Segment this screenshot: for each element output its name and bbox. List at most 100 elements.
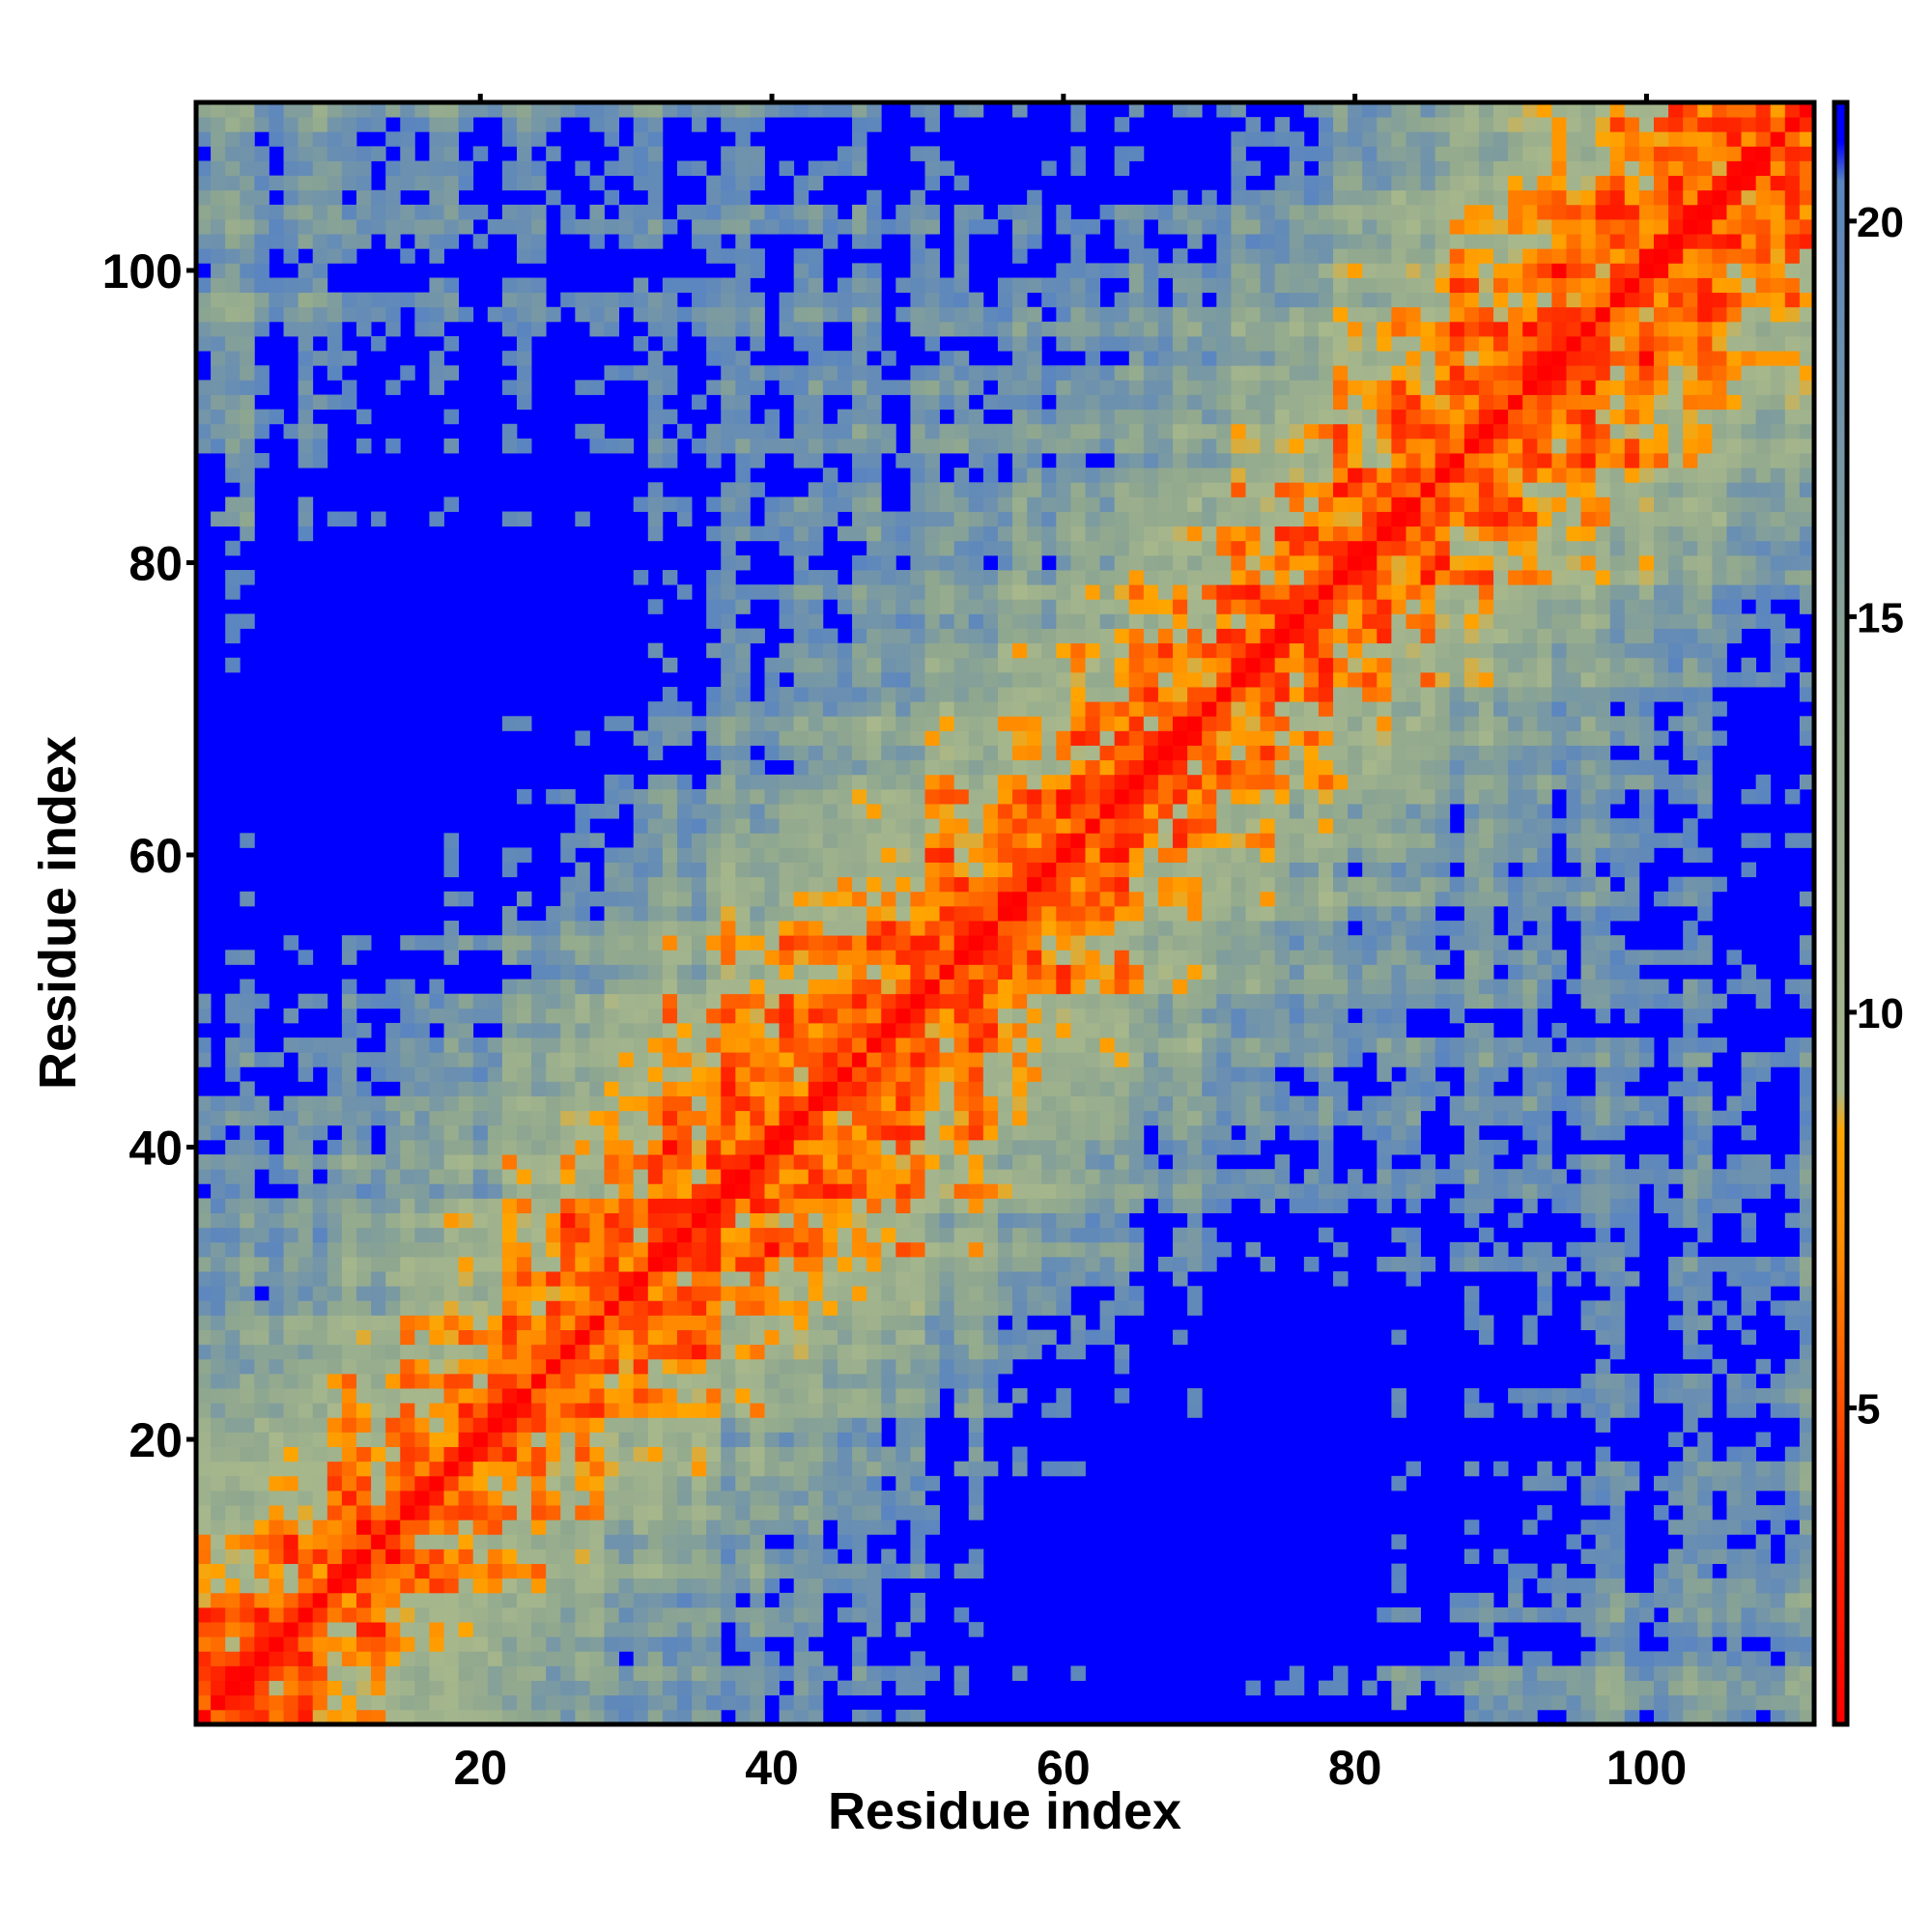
heatmap-cell	[1099, 570, 1116, 585]
heatmap-cell	[647, 234, 664, 249]
heatmap-cell	[312, 453, 328, 469]
heatmap-cell	[633, 891, 649, 907]
heatmap-cell	[808, 102, 824, 118]
heatmap-cell	[254, 321, 270, 337]
heatmap-cell	[924, 263, 940, 278]
heatmap-cell	[953, 1256, 970, 1272]
heatmap-cell	[400, 1709, 415, 1725]
heatmap-cell	[618, 964, 635, 980]
heatmap-cell	[662, 891, 678, 907]
heatmap-cell	[764, 1680, 780, 1696]
heatmap-cell	[808, 716, 824, 731]
heatmap-cell	[924, 1388, 940, 1404]
heatmap-cell	[1114, 468, 1130, 483]
heatmap-cell	[808, 730, 824, 746]
heatmap-cell	[1041, 687, 1057, 702]
heatmap-cell	[852, 1417, 867, 1433]
heatmap-cell	[458, 1052, 474, 1067]
heatmap-cell	[312, 1622, 328, 1637]
heatmap-cell	[808, 935, 824, 951]
heatmap-cell	[692, 1520, 707, 1535]
heatmap-cell	[750, 1212, 765, 1229]
heatmap-cell	[1128, 102, 1145, 118]
heatmap-cell	[1027, 438, 1042, 454]
heatmap-cell	[1012, 380, 1028, 395]
heatmap-cell	[1056, 1256, 1071, 1272]
heatmap-cell	[867, 847, 882, 863]
heatmap-cell	[997, 1212, 1013, 1229]
heatmap-cell	[837, 716, 853, 731]
heatmap-cell	[779, 306, 795, 323]
heatmap-cell	[298, 321, 314, 337]
heatmap-cell	[764, 584, 780, 600]
heatmap-cell	[1027, 1344, 1042, 1360]
heatmap-cell	[254, 204, 270, 220]
heatmap-cell	[721, 1095, 736, 1112]
heatmap-cell	[982, 905, 999, 922]
heatmap-cell	[472, 1154, 489, 1170]
heatmap-cell	[808, 1008, 824, 1024]
heatmap-cell	[1041, 745, 1057, 761]
heatmap-cell	[793, 1081, 810, 1096]
heatmap-cell	[1027, 687, 1042, 702]
heatmap-cell	[1085, 219, 1100, 235]
heatmap-cell	[225, 1373, 241, 1389]
heatmap-cell	[837, 584, 853, 600]
heatmap-cell	[692, 876, 707, 893]
heatmap-cell	[589, 1271, 605, 1287]
heatmap-cell	[662, 438, 678, 454]
heatmap-cell	[458, 1300, 474, 1316]
heatmap-cell	[1056, 891, 1071, 907]
heatmap-cell	[633, 804, 649, 819]
heatmap-cell	[1056, 365, 1071, 381]
heatmap-cell	[400, 1095, 415, 1112]
heatmap-cell	[706, 1300, 722, 1316]
heatmap-cell	[779, 862, 795, 878]
heatmap-cell	[225, 1490, 241, 1506]
heatmap-cell	[501, 1475, 518, 1492]
heatmap-cell	[327, 219, 343, 235]
heatmap-cell	[225, 1212, 241, 1229]
heatmap-cell	[982, 1139, 999, 1155]
heatmap-cell	[254, 993, 270, 1009]
heatmap-cell	[837, 1344, 853, 1360]
heatmap-cell	[953, 380, 970, 395]
heatmap-cell	[764, 1037, 780, 1053]
heatmap-cell	[429, 1446, 444, 1463]
heatmap-cell	[618, 905, 635, 922]
heatmap-cell	[443, 993, 460, 1009]
heatmap-cell	[254, 1212, 270, 1229]
heatmap-cell	[953, 570, 970, 585]
heatmap-cell	[1070, 423, 1086, 440]
heatmap-cell	[1143, 876, 1159, 893]
heatmap-cell	[341, 1154, 357, 1170]
heatmap-cell	[355, 146, 372, 161]
heatmap-cell	[1085, 423, 1100, 440]
heatmap-cell	[982, 613, 999, 629]
heatmap-cell	[735, 102, 751, 118]
heatmap-cell	[953, 833, 970, 848]
heatmap-cell	[501, 1665, 518, 1682]
heatmap-cell	[516, 1388, 532, 1404]
heatmap-cell	[852, 730, 867, 746]
heatmap-cell	[881, 833, 896, 848]
heatmap-cell	[706, 1622, 722, 1637]
heatmap-cell	[458, 1037, 474, 1053]
heatmap-cell	[867, 1183, 882, 1199]
heatmap-cell	[750, 1563, 765, 1579]
heatmap-cell	[458, 1694, 474, 1711]
heatmap-cell	[721, 628, 736, 644]
heatmap-cell	[924, 759, 940, 776]
heatmap-cell	[764, 1520, 780, 1535]
heatmap-cell	[808, 1037, 824, 1053]
heatmap-cell	[867, 935, 882, 951]
heatmap-cell	[283, 935, 299, 951]
heatmap-cell	[516, 979, 532, 995]
heatmap-cell	[472, 1636, 489, 1652]
heatmap-cell	[735, 804, 751, 819]
heatmap-cell	[692, 292, 707, 308]
heatmap-cell	[735, 1490, 751, 1506]
heatmap-cell	[750, 1154, 765, 1170]
heatmap-cell	[750, 1329, 765, 1346]
heatmap-cell	[706, 1694, 722, 1711]
